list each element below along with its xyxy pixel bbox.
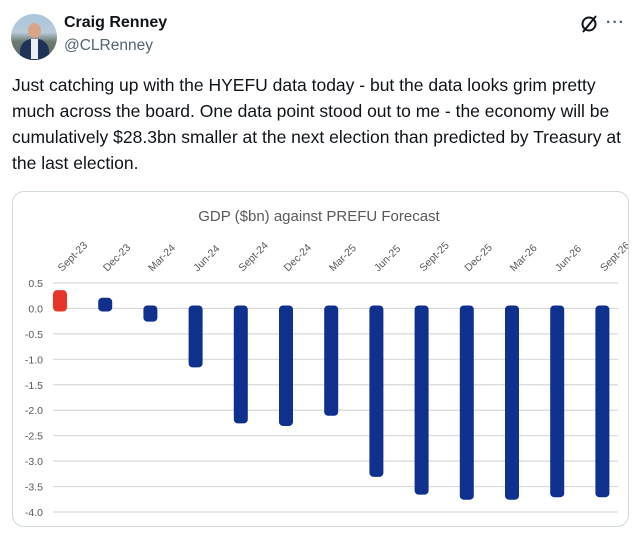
bar-Sept-25 (414, 305, 429, 495)
x-tick-label: Mar-25 (327, 242, 359, 274)
x-tick-label: Mar-26 (508, 242, 540, 274)
bar-Dec-25 (459, 305, 474, 500)
y-tick-label: -1.0 (25, 354, 43, 366)
y-tick-label: 0.5 (28, 278, 43, 290)
y-tick-label: -0.5 (25, 329, 43, 341)
y-tick-label: 0.0 (28, 303, 43, 315)
grok-icon[interactable] (578, 13, 600, 35)
x-tick-label: Dec-25 (462, 242, 495, 275)
avatar[interactable] (11, 14, 57, 60)
y-tick-label: -1.5 (25, 380, 43, 392)
bar-Jun-24 (188, 305, 203, 368)
x-tick-label: Jun-25 (372, 243, 403, 274)
y-tick-label: -3.0 (25, 456, 43, 468)
bar-Jun-25 (369, 305, 384, 477)
x-tick-label: Sept-24 (236, 240, 271, 275)
chart-image[interactable]: GDP ($bn) against PREFU Forecast 0.5 0.0 -… (12, 191, 629, 527)
bar-Sept-24 (233, 305, 248, 424)
author-name[interactable]: Craig Renney (64, 14, 168, 31)
bar-Sept-23 (53, 290, 67, 312)
x-tick-label: Sept-25 (417, 240, 452, 275)
x-tick-label: Jun-24 (191, 243, 222, 274)
bar-Sept-26 (595, 305, 610, 498)
author-handle[interactable]: @CLRenney (64, 37, 153, 54)
x-tick-label: Jun-26 (553, 243, 584, 274)
x-tick-label: Dec-24 (282, 242, 315, 275)
x-tick-label: Sept-26 (598, 240, 628, 275)
y-tick-label: -3.5 (25, 482, 43, 494)
bar-Mar-26 (505, 305, 519, 500)
bar-Dec-23 (98, 297, 113, 312)
bar-Dec-24 (279, 305, 293, 426)
y-tick-label: -2.0 (25, 405, 43, 417)
bar-Jun-26 (550, 305, 565, 498)
y-tick-label: -4.0 (25, 507, 43, 519)
y-tick-label: -2.5 (25, 431, 43, 443)
x-tick-label: Dec-23 (101, 242, 134, 275)
tweet-text: Just catching up with the HYEFU data tod… (12, 75, 621, 173)
x-tick-label: Sept-23 (56, 240, 91, 275)
x-tick-label: Mar-24 (146, 242, 178, 274)
bar-Mar-24 (143, 305, 158, 322)
gdp-bar-chart: GDP ($bn) against PREFU Forecast 0.5 0.0 -… (25, 208, 628, 519)
chart-title: GDP ($bn) against PREFU Forecast (198, 208, 440, 225)
more-options-icon[interactable]: ··· (606, 14, 625, 31)
bar-Mar-25 (324, 305, 339, 416)
